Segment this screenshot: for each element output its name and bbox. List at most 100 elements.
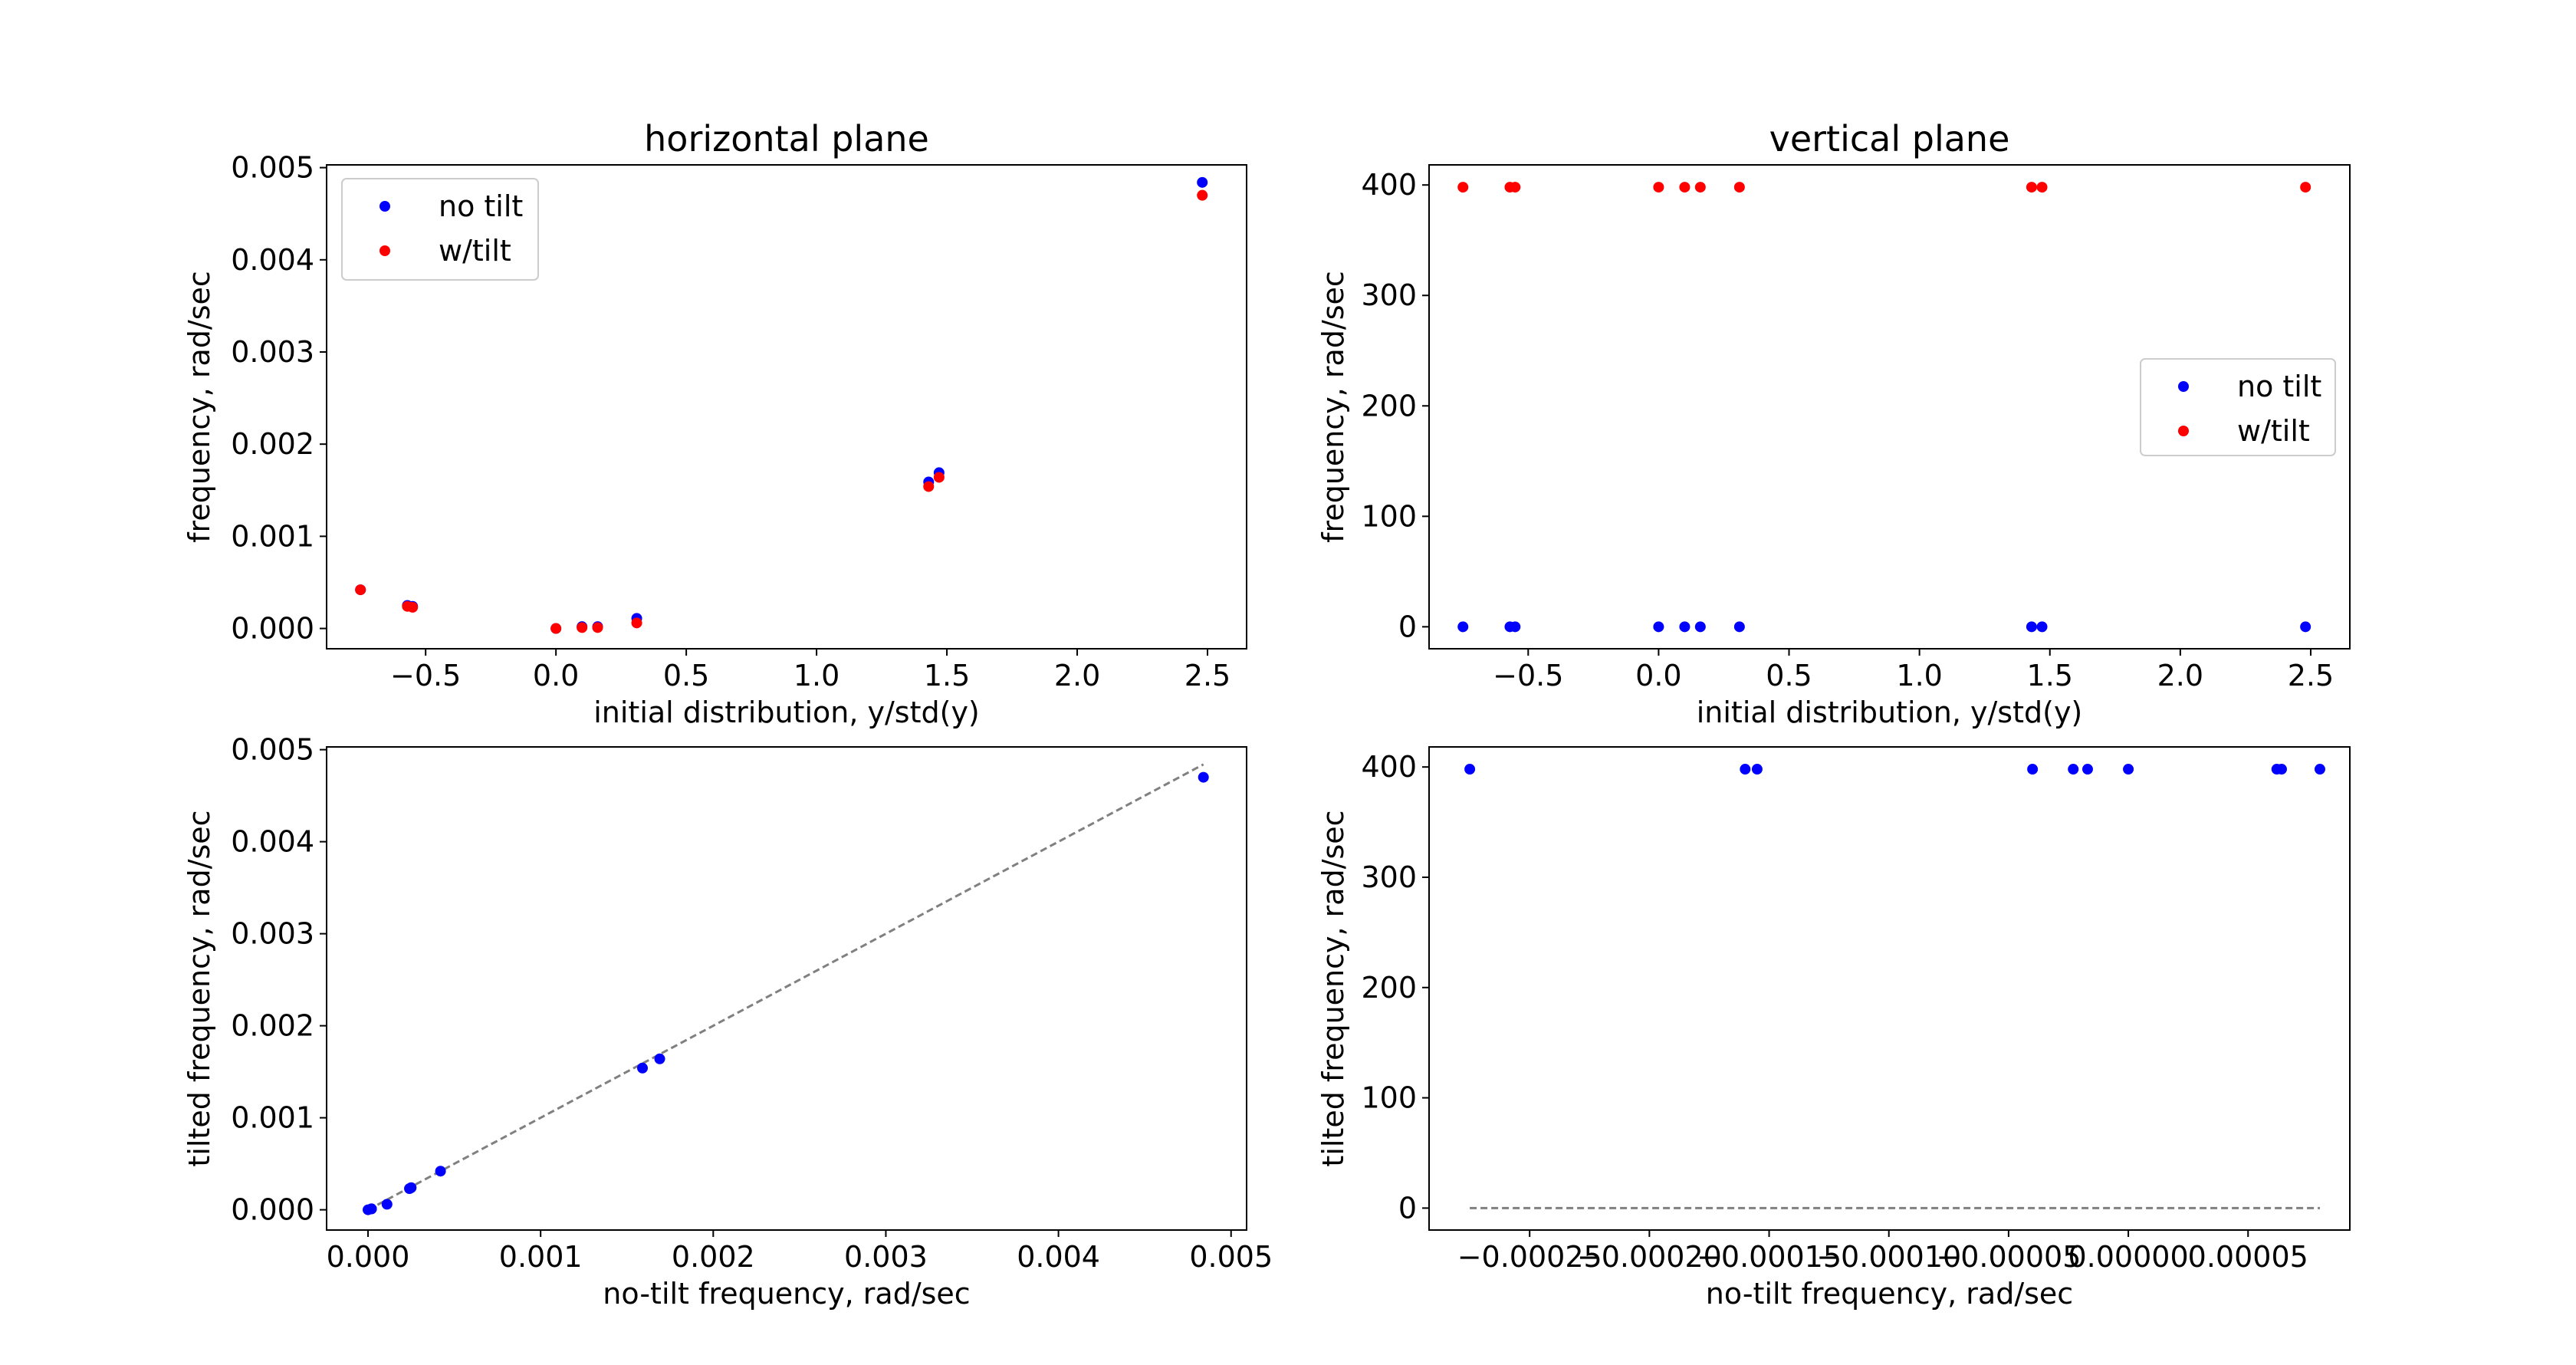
legend-marker xyxy=(380,201,390,212)
plot-frame xyxy=(326,164,1247,650)
x-tick-label: −0.5 xyxy=(390,659,461,692)
y-tick-label: 300 xyxy=(1361,278,1417,312)
y-axis-label: tilted frequency, rad/sec xyxy=(1316,810,1350,1166)
x-tick-label: 0.003 xyxy=(844,1240,928,1274)
data-point xyxy=(2300,621,2312,633)
y-tick-label: 0.001 xyxy=(231,1101,314,1135)
data-point xyxy=(1733,182,1745,193)
legend: no tilt w/tilt xyxy=(341,178,539,281)
data-point xyxy=(1457,621,1469,633)
data-point xyxy=(2314,764,2325,775)
data-point xyxy=(1197,176,1208,188)
y-axis-label: frequency, rad/sec xyxy=(182,271,216,543)
data-point xyxy=(406,1182,417,1193)
x-axis-label: initial distribution, y/std(y) xyxy=(1697,696,2083,729)
data-point xyxy=(407,601,419,613)
x-tick-label: 1.0 xyxy=(1896,659,1942,692)
x-axis-label: initial distribution, y/std(y) xyxy=(593,696,980,729)
plot-frame xyxy=(326,746,1247,1231)
y-tick-label: 0.002 xyxy=(231,1009,314,1043)
y-tick-label: 0.004 xyxy=(231,243,314,277)
y-tick-label: 400 xyxy=(1361,750,1417,784)
x-tick-label: 0.00000 xyxy=(2068,1240,2189,1274)
data-point xyxy=(1457,182,1469,193)
y-tick-label: 200 xyxy=(1361,971,1417,1005)
legend-marker xyxy=(2178,381,2189,392)
y-tick-label: 0.003 xyxy=(231,335,314,369)
y-tick-label: 0 xyxy=(1398,610,1417,643)
y-axis-label: frequency, rad/sec xyxy=(1316,271,1350,543)
x-tick-label: 0.00005 xyxy=(2188,1240,2308,1274)
data-point xyxy=(1751,764,1763,775)
data-point xyxy=(1733,621,1745,633)
data-point xyxy=(2082,764,2093,775)
y-tick-label: 400 xyxy=(1361,168,1417,202)
x-tick-label: 0.0 xyxy=(533,659,579,692)
y-tick-label: 100 xyxy=(1361,499,1417,533)
data-point xyxy=(366,1203,377,1215)
data-point xyxy=(577,622,588,633)
legend-label: no tilt xyxy=(2237,370,2321,403)
y-tick-label: 0.003 xyxy=(231,917,314,951)
y-tick-label: 0.001 xyxy=(231,519,314,553)
subplot-horizontal: horizontal plane −0.5 0.0 0.5 1.0 1.5 2.0 2.5 0.… xyxy=(182,118,1247,729)
legend-marker xyxy=(380,245,390,256)
x-tick-label: 1.0 xyxy=(794,659,840,692)
data-point xyxy=(1694,182,1706,193)
data-point xyxy=(2300,182,2312,193)
x-tick-label: −0.5 xyxy=(1493,659,1563,692)
plot-frame xyxy=(1428,164,2351,650)
x-tick-label: 0.5 xyxy=(663,659,709,692)
data-point xyxy=(592,622,603,633)
data-point xyxy=(2027,764,2039,775)
x-tick-label: 1.5 xyxy=(2027,659,2073,692)
plot-frame xyxy=(1428,746,2351,1231)
y-tick-label: 200 xyxy=(1361,389,1417,423)
x-axis-label: no-tilt frequency, rad/sec xyxy=(603,1277,970,1311)
data-point xyxy=(1653,621,1664,633)
x-tick-label: 0.002 xyxy=(672,1240,755,1274)
x-tick-label: −0.00010 xyxy=(1816,1240,1961,1274)
legend-box xyxy=(341,178,539,281)
data-point xyxy=(550,623,562,634)
x-tick-label: 2.0 xyxy=(1054,659,1100,692)
data-point xyxy=(435,1166,446,1177)
y-tick-label: 0.000 xyxy=(231,612,314,646)
x-axis-label: no-tilt frequency, rad/sec xyxy=(1706,1277,2073,1311)
y-tick-label: 0.005 xyxy=(231,733,314,767)
x-tick-label: −0.00020 xyxy=(1577,1240,1722,1274)
data-point xyxy=(1679,182,1691,193)
reference-line xyxy=(367,763,1204,1211)
data-point xyxy=(1694,621,1706,633)
data-point xyxy=(2123,764,2134,775)
x-tick-label: 1.5 xyxy=(924,659,970,692)
x-tick-label: 2.5 xyxy=(1184,659,1230,692)
legend-label: no tilt xyxy=(439,189,523,223)
y-tick-label: 0.004 xyxy=(231,825,314,859)
data-point xyxy=(2036,621,2048,633)
legend-label: w/tilt xyxy=(2237,414,2310,448)
x-tick-label: −0.00025 xyxy=(1457,1240,1602,1274)
data-point xyxy=(2275,764,2287,775)
data-point xyxy=(654,1053,665,1064)
legend: no tilt w/tilt xyxy=(2140,358,2336,456)
y-axis-label: tilted frequency, rad/sec xyxy=(182,810,216,1166)
legend-box xyxy=(2140,358,2336,456)
data-point xyxy=(2068,764,2079,775)
data-point xyxy=(2036,182,2048,193)
data-point xyxy=(933,472,945,483)
data-point xyxy=(381,1199,393,1210)
y-tick-label: 100 xyxy=(1361,1081,1417,1115)
y-tick-label: 0.002 xyxy=(231,427,314,461)
data-point xyxy=(1198,771,1209,783)
legend-marker xyxy=(2178,426,2189,436)
x-tick-label: 0.001 xyxy=(499,1240,583,1274)
x-tick-label: 0.000 xyxy=(327,1240,410,1274)
x-tick-label: 0.0 xyxy=(1635,659,1681,692)
data-point xyxy=(2026,621,2037,633)
y-tick-label: 0.005 xyxy=(231,151,314,185)
data-point xyxy=(1653,182,1664,193)
y-tick-label: 0 xyxy=(1398,1191,1417,1225)
x-tick-label: 2.5 xyxy=(2288,659,2334,692)
